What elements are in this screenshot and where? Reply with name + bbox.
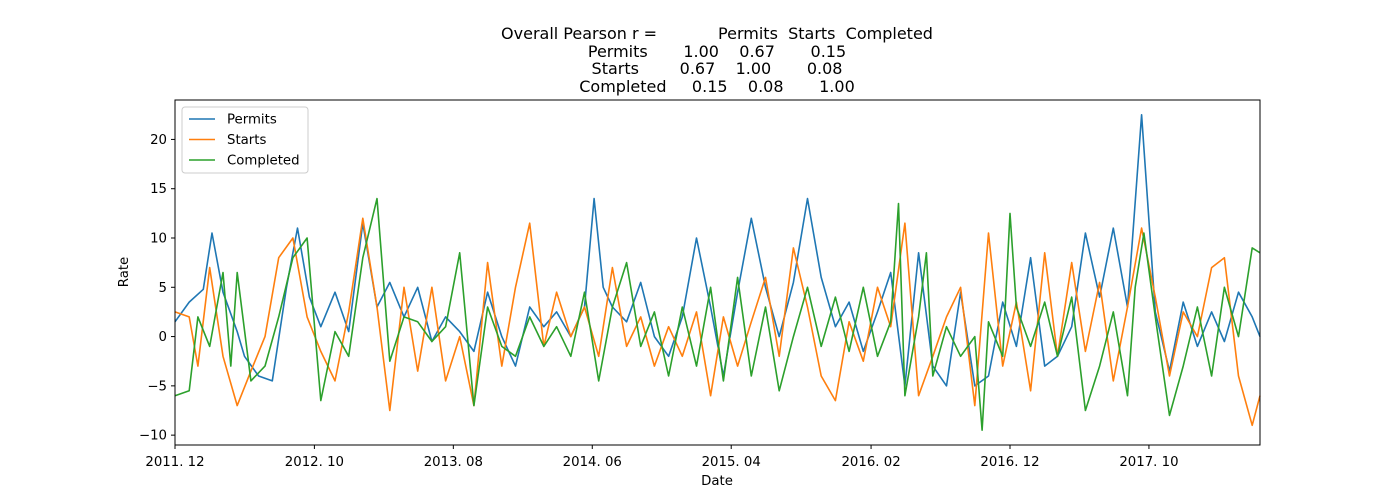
y-tick-label: 15 [150,182,167,197]
x-tick-label: 2011. 12 [145,455,204,470]
y-tick-label: −10 [139,429,167,444]
chart-title: Overall Pearson r = Permits Starts Compl… [501,24,933,96]
x-tick-label: 2016. 02 [841,455,900,470]
x-tick-label: 2013. 08 [424,455,483,470]
y-tick-label: 20 [150,133,167,148]
y-tick-label: 0 [159,330,167,345]
y-tick-label: −5 [147,379,167,394]
y-axis-label: Rate [117,257,132,288]
y-tick-label: 10 [150,232,167,247]
x-axis-label: Date [701,474,733,489]
y-axis: −10 −5 0 5 10 15 20 [139,133,175,444]
series-line-starts [174,217,1261,427]
legend-box [181,106,309,174]
series-line-completed [174,197,1261,431]
legend-label: Completed [227,154,300,169]
title-line: Completed 0.15 0.08 1.00 [579,77,855,96]
x-tick-label: 2015. 04 [702,455,761,470]
x-axis: 2011. 12 2012. 10 2013. 08 2014. 06 2015. 04… [145,445,1179,470]
plot-lines [174,114,1261,431]
legend-label: Permits [227,113,277,128]
series-line-permits [174,114,1261,387]
legend: Permits Starts Completed [181,106,309,174]
y-tick-label: 5 [159,281,167,296]
plot-frame [174,99,1261,446]
x-tick-label: 2014. 06 [563,455,622,470]
x-tick-label: 2016. 12 [980,455,1039,470]
legend-label: Starts [227,133,266,148]
title-line: Permits 1.00 0.67 0.15 [588,42,846,61]
title-line: Overall Pearson r = Permits Starts Compl… [501,24,933,43]
x-tick-label: 2017. 10 [1119,455,1178,470]
x-tick-label: 2012. 10 [285,455,344,470]
title-line: Starts 0.67 1.00 0.08 [592,59,843,78]
